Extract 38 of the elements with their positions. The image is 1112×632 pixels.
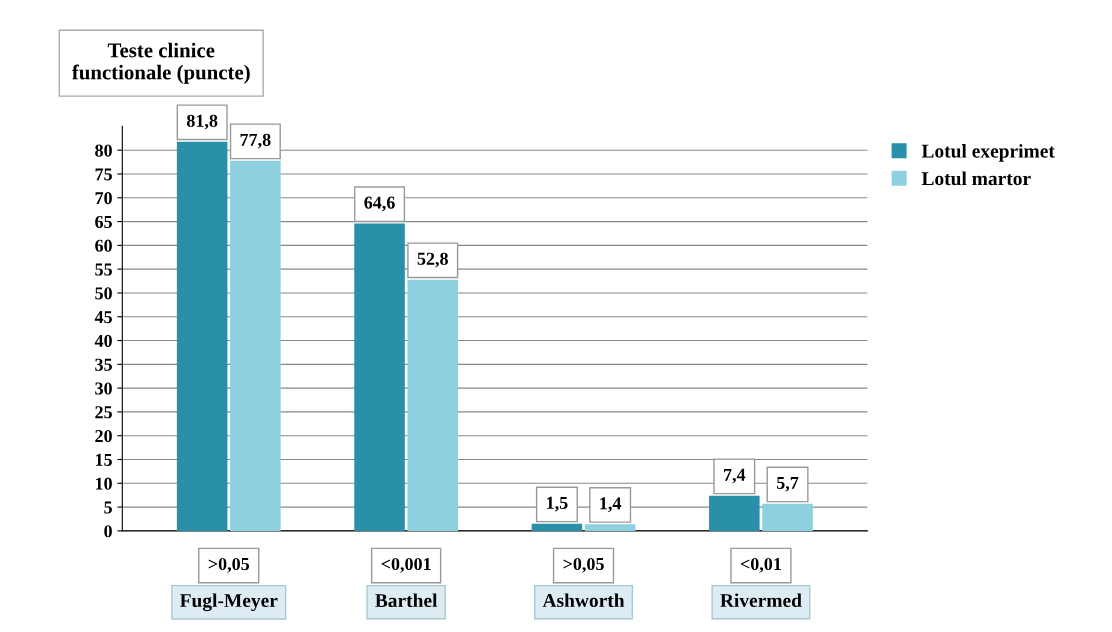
text: >0,05	[563, 557, 604, 573]
y-tick-label: 15	[95, 453, 112, 466]
legend-label: Lotul martor	[921, 171, 1031, 186]
data-label: 1,4	[600, 497, 622, 513]
text: <0,001	[381, 557, 431, 573]
x-tick-label: Fugl-Meyer	[179, 593, 278, 612]
y-tick-label: 60	[95, 239, 112, 252]
x-tick-label: Rivermed	[720, 593, 802, 608]
y-tick-label: 30	[95, 382, 112, 395]
bar	[531, 523, 583, 531]
x-tick-label: Ashworth	[542, 593, 625, 608]
x-tick-label: Barthel	[375, 593, 438, 608]
y-tick-label: 45	[94, 311, 112, 324]
y-tick-label: 35	[95, 358, 112, 371]
data-label: 77,8	[240, 133, 271, 149]
data-label: 5,7	[776, 476, 799, 492]
data-label: 52,8	[417, 252, 448, 268]
y-tick-label: 50	[95, 287, 112, 300]
y-tick-label: 70	[95, 192, 112, 205]
data-label: 7,4	[724, 468, 746, 484]
data-label: 81,8	[186, 114, 218, 130]
text: <0,01	[740, 557, 781, 573]
data-label: 1,5	[547, 496, 568, 512]
y-tick-label: 40	[94, 334, 112, 347]
y-tick-label: 0	[104, 525, 112, 538]
y-tick-label: 80	[95, 144, 112, 157]
y-tick-label: 20	[95, 429, 112, 443]
y-tick-label: 10	[95, 477, 112, 490]
chart-title: Teste clinice functionale (puncte)	[71, 42, 250, 84]
text: >0,05	[208, 557, 250, 573]
data-label: 64,6	[364, 196, 395, 212]
y-tick-label: 5	[104, 501, 112, 514]
bar	[584, 524, 636, 531]
y-tick-label: 65	[95, 215, 112, 229]
y-tick-label: 25	[95, 406, 112, 419]
y-tick-label: 55	[95, 263, 112, 276]
legend-label: Lotul exeprimet	[921, 144, 1055, 162]
y-tick-label: 75	[95, 168, 112, 181]
